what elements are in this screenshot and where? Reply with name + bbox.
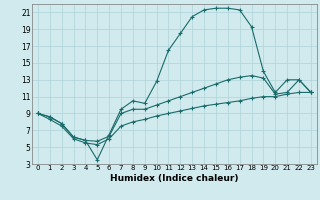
X-axis label: Humidex (Indice chaleur): Humidex (Indice chaleur): [110, 174, 239, 183]
